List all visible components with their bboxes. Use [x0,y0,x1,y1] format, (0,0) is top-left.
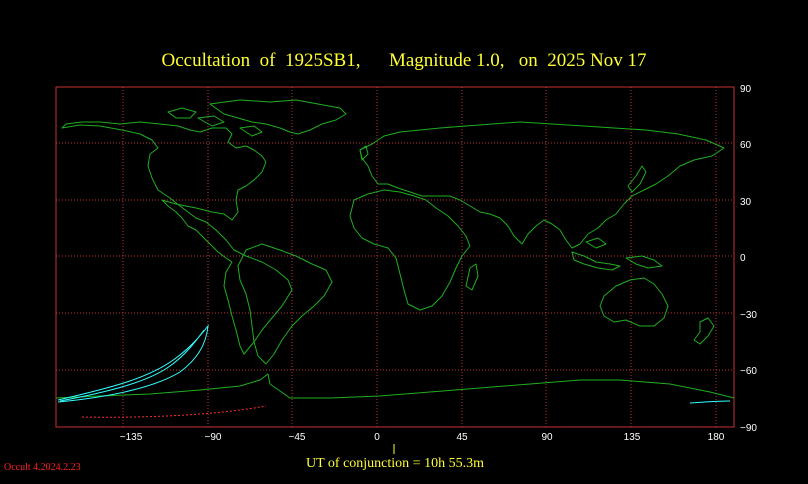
x-tick-label: 0 [374,432,380,443]
shadow-path-outer [57,324,209,403]
x-tick-label: −90 [205,432,222,443]
chart-title: Occultation of 1925SB1, Magnitude 1.0, o… [161,50,647,71]
coastline-japan [627,165,647,193]
x-axis-ticks: −135 −90 −45 0 45 90 135 180 [120,432,725,443]
coastlines [55,99,735,399]
coastline-antarctica [55,373,735,399]
ut-conjunction-label: UT of conjunction = 10h 55.3m [306,456,484,471]
x-tick-label: −135 [120,432,143,443]
shadow-path-inner [59,329,205,402]
coastline-arctic-islands [167,107,263,137]
y-tick-label: −60 [740,366,757,377]
coastline-north-america [61,121,293,355]
coastline-greenland [209,99,347,135]
coastline-uk [359,145,369,161]
x-tick-label: 180 [708,432,725,443]
coastline-southeast-asia-islands [571,237,663,271]
x-tick-label: 45 [456,432,468,443]
x-tick-label: −45 [289,432,306,443]
shadow-path-dotted [81,405,267,418]
y-tick-label: 30 [740,197,752,208]
shadow-path-east [689,400,731,404]
x-tick-label: 135 [624,432,641,443]
coastline-australia [599,277,669,327]
coastline-eurasia [359,121,725,249]
coastline-madagascar [465,263,479,291]
y-axis-ticks: 90 60 30 0 −30 −60 −90 [740,84,757,434]
y-tick-label: −30 [740,310,757,321]
map-frame [55,86,735,428]
y-tick-label: 60 [740,140,752,151]
y-tick-label: −90 [740,423,757,434]
shadow-path [57,324,731,418]
y-tick-label: 0 [740,253,746,264]
coastline-africa [349,189,471,311]
coastline-new-zealand [693,317,715,345]
x-tick-label: 90 [541,432,553,443]
y-tick-label: 90 [740,84,752,95]
coastline-south-america [237,243,333,365]
version-label: Occult 4.2024.2.23 [4,462,81,473]
